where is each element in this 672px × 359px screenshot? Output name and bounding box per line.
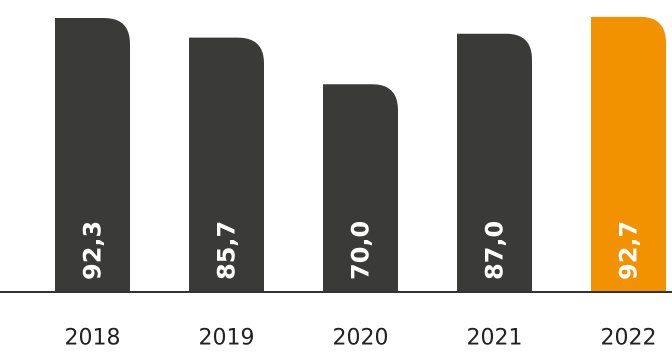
bar-2021 [457, 33, 532, 292]
bar-2018 [55, 18, 130, 292]
bar-2020 [323, 84, 398, 292]
bar-value-label-2020: 70,0 [347, 221, 375, 280]
bar-2019 [189, 37, 264, 292]
x-tick-label-2018: 2018 [65, 326, 121, 351]
x-axis-ticks: 2018 2019 2020 2021 2022 [65, 326, 657, 351]
bar-value-label-2021: 87,0 [481, 221, 509, 280]
x-tick-label-2022: 2022 [601, 326, 657, 351]
bars-group: 92,3 85,7 70,0 87,0 92,7 [55, 16, 666, 293]
bar-value-label-2018: 92,3 [79, 221, 107, 280]
bar-2022 [591, 16, 666, 293]
bar-value-label-2019: 85,7 [213, 221, 241, 280]
x-tick-label-2020: 2020 [333, 326, 389, 351]
bar-value-label-2022: 92,7 [615, 221, 643, 280]
x-tick-label-2021: 2021 [467, 326, 523, 351]
x-tick-label-2019: 2019 [199, 326, 255, 351]
